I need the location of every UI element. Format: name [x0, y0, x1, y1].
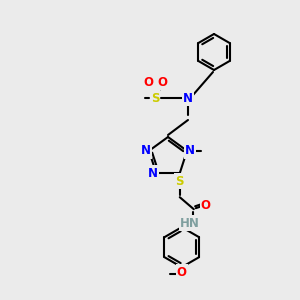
Text: N: N [183, 92, 193, 104]
Text: HN: HN [180, 217, 200, 230]
Text: N: N [148, 167, 158, 180]
Text: S: S [151, 92, 159, 104]
Text: O: O [143, 76, 153, 88]
Text: O: O [177, 266, 187, 279]
Text: N: N [185, 144, 195, 157]
Text: S: S [176, 175, 184, 188]
Text: O: O [157, 76, 167, 88]
Text: N: N [141, 144, 151, 157]
Text: O: O [201, 199, 211, 212]
